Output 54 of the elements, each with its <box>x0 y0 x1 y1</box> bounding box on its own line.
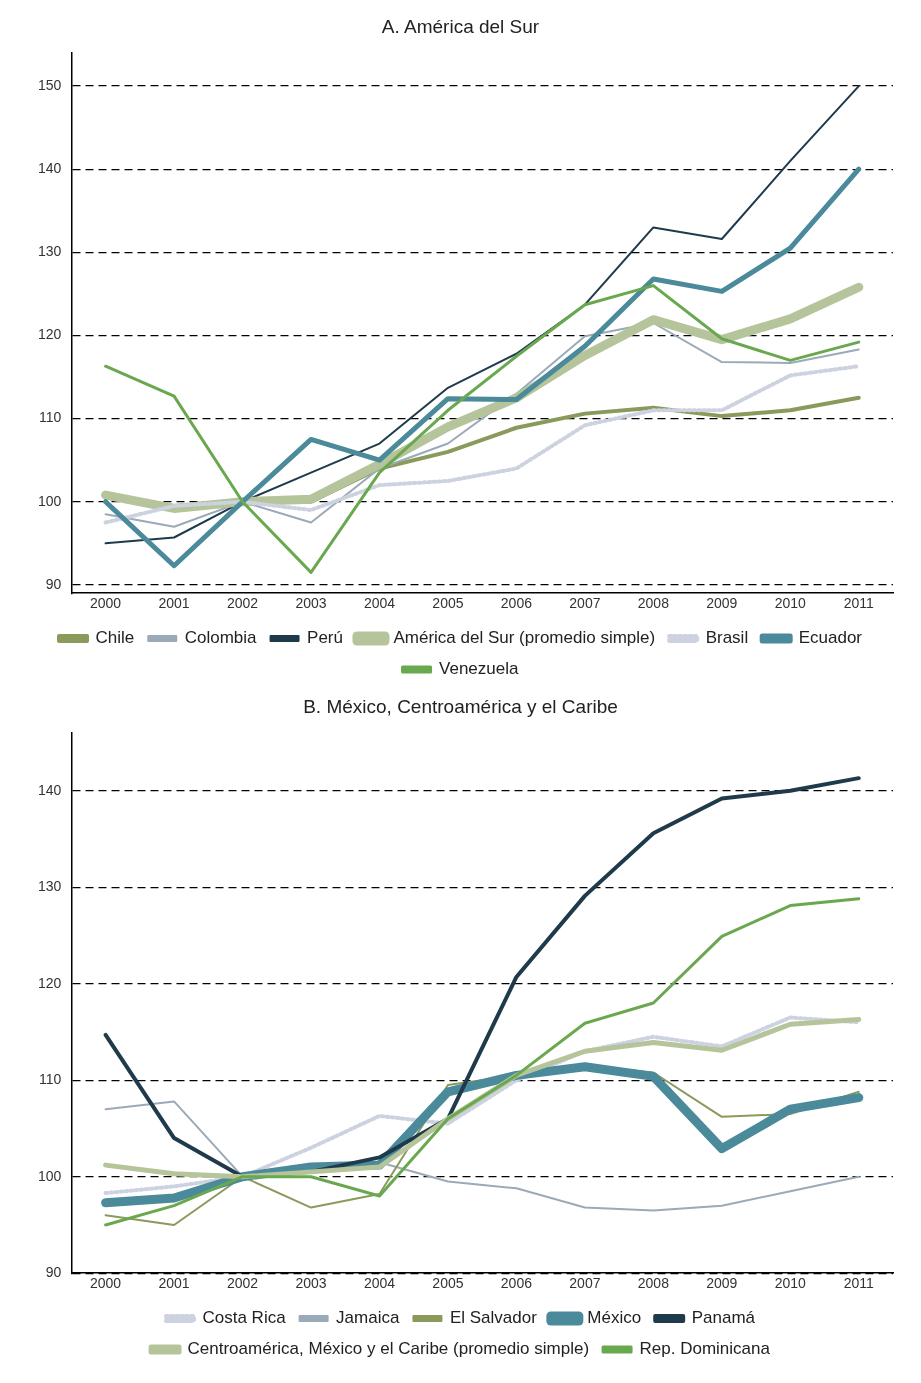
y-tick-label: 150 <box>38 76 62 93</box>
y-tick-label: 140 <box>38 781 62 798</box>
legend-label: América del Sur (promedio simple) <box>393 628 656 648</box>
legend-label: Colombia <box>184 628 258 648</box>
legend-label: Brasil <box>705 628 749 648</box>
y-tick-label: 90 <box>45 1264 62 1281</box>
x-tick-label: 2011 <box>843 595 875 612</box>
legend-label: Ecuador <box>798 628 863 648</box>
x-tick-label: 2006 <box>500 595 533 612</box>
legend-label: Centroamérica, México y el Caribe (promedio simple) <box>187 1339 590 1359</box>
x-tick-label: 2008 <box>637 595 670 612</box>
x-tick-label: 2005 <box>432 595 464 612</box>
x-tick-label: 2002 <box>226 595 259 612</box>
x-tick-label: 2010 <box>774 595 807 612</box>
x-tick-label: 2004 <box>363 595 396 612</box>
x-tick-label: 2000 <box>90 1275 122 1292</box>
legend-label: Rep. Dominicana <box>639 1339 771 1359</box>
x-tick-label: 2005 <box>432 1275 464 1292</box>
y-tick-label: 100 <box>38 1167 62 1184</box>
y-tick-label: 130 <box>38 878 62 895</box>
x-tick-label: 2001 <box>158 595 190 612</box>
chart-title: A. América del Sur <box>381 15 540 37</box>
y-tick-label: 100 <box>38 492 62 509</box>
legend-label: Chile <box>95 628 135 648</box>
x-tick-label: 2002 <box>226 1275 259 1292</box>
legend-label: México <box>587 1308 642 1328</box>
x-tick-label: 2009 <box>706 595 738 612</box>
x-tick-label: 2010 <box>774 1275 807 1292</box>
y-tick-label: 120 <box>38 974 62 991</box>
y-tick-label: 110 <box>39 409 62 426</box>
legend-label: Venezuela <box>439 659 519 679</box>
y-tick-label: 90 <box>45 575 62 592</box>
x-tick-label: 2003 <box>295 1275 327 1292</box>
legend-label: Jamaica <box>336 1308 400 1328</box>
x-tick-label: 2009 <box>706 1275 738 1292</box>
y-tick-label: 110 <box>39 1071 62 1088</box>
x-tick-label: 2007 <box>569 595 601 612</box>
chart-title: B. México, Centroamérica y el Caribe <box>303 695 618 717</box>
x-tick-label: 2011 <box>843 1275 875 1292</box>
y-tick-label: 140 <box>38 160 62 177</box>
x-tick-label: 2001 <box>158 1275 190 1292</box>
legend-label: Panamá <box>691 1308 756 1328</box>
x-tick-label: 2007 <box>569 1275 601 1292</box>
y-tick-label: 120 <box>38 326 62 343</box>
x-tick-label: 2008 <box>637 1275 670 1292</box>
line-series <box>103 364 861 525</box>
legend-label: Perú <box>307 628 343 648</box>
x-tick-label: 2004 <box>363 1275 396 1292</box>
y-tick-label: 130 <box>38 243 62 260</box>
legend-label: Costa Rica <box>202 1308 287 1328</box>
x-tick-label: 2003 <box>295 595 327 612</box>
legend-label: El Salvador <box>449 1308 538 1328</box>
x-tick-label: 2006 <box>500 1275 533 1292</box>
x-tick-label: 2000 <box>90 595 122 612</box>
